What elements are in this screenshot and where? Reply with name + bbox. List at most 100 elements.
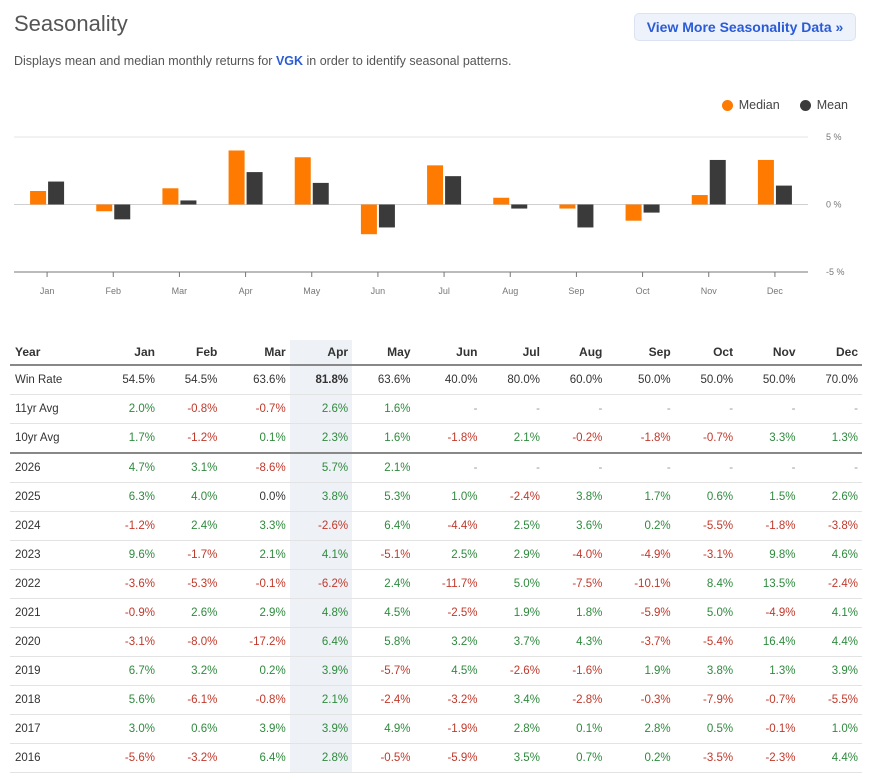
legend-median-label: Median xyxy=(738,98,780,112)
table-cell: -1.9% xyxy=(414,714,482,744)
table-cell: 1.3% xyxy=(799,423,862,454)
table-cell: - xyxy=(737,394,800,424)
column-header-mar: Mar xyxy=(221,340,290,366)
table-cell: 3.0% xyxy=(96,714,159,744)
median-bar xyxy=(625,204,642,221)
table-row: 2016 -5.6% -3.2% 6.4% 2.8% -0.5% -5.9% 3.5% 0.7%… xyxy=(10,743,862,773)
page-title: Seasonality xyxy=(14,11,128,36)
table-cell: 1.9% xyxy=(606,656,675,686)
column-header-feb: Feb xyxy=(158,340,222,366)
table-cell: - xyxy=(543,394,607,424)
table-cell: -0.8% xyxy=(221,685,290,715)
table-cell: -5.4% xyxy=(674,627,738,657)
legend-mean[interactable]: Mean xyxy=(799,98,848,112)
table-cell: 1.9% xyxy=(481,598,544,628)
table-cell: -2.5% xyxy=(414,598,482,628)
column-header-jul: Jul xyxy=(481,340,544,366)
x-tick-label: Nov xyxy=(701,286,718,296)
table-cell: -2.4% xyxy=(799,569,862,599)
table-cell: 6.4% xyxy=(221,743,290,773)
chart-legend: Median Mean xyxy=(721,98,848,112)
table-row: 2020 -3.1% -8.0% -17.2% 6.4% 5.8% 3.2% 3.7% 4.3%… xyxy=(10,627,862,657)
table-cell: -0.9% xyxy=(96,598,159,628)
table-cell: -8.0% xyxy=(158,627,222,657)
table-cell: 63.6% xyxy=(221,365,290,395)
table-cell: 3.5% xyxy=(481,743,544,773)
table-cell: 1.3% xyxy=(737,656,800,686)
table-cell: 5.8% xyxy=(352,627,415,657)
table-cell: -5.5% xyxy=(799,685,862,715)
table-cell: 3.8% xyxy=(289,482,353,512)
table-cell: 4.6% xyxy=(799,540,862,570)
table-cell: -3.8% xyxy=(799,511,862,541)
table-cell: 3.6% xyxy=(543,511,607,541)
table-cell: 5.0% xyxy=(674,598,738,628)
table-cell: -5.5% xyxy=(674,511,738,541)
median-bar xyxy=(294,157,311,205)
table-cell: 5.6% xyxy=(96,685,159,715)
table-cell: -0.3% xyxy=(606,685,675,715)
table-cell: -7.5% xyxy=(543,569,607,599)
table-cell: 3.2% xyxy=(158,656,222,686)
column-header-dec: Dec xyxy=(799,340,862,366)
table-cell: 0.1% xyxy=(543,714,607,744)
table-cell: 63.6% xyxy=(352,365,415,395)
ticker-link[interactable]: VGK xyxy=(275,54,304,68)
table-cell: -2.6% xyxy=(481,656,544,686)
column-header-may: May xyxy=(352,340,415,366)
table-cell: -3.6% xyxy=(96,569,159,599)
table-cell: 16.4% xyxy=(737,627,800,657)
table-cell: 0.7% xyxy=(543,743,607,773)
table-cell: 1.8% xyxy=(543,598,607,628)
mean-bar xyxy=(511,204,528,209)
table-cell: 0.5% xyxy=(674,714,738,744)
table-cell: -17.2% xyxy=(221,627,290,657)
table-cell: -5.3% xyxy=(158,569,222,599)
table-cell: 3.2% xyxy=(414,627,482,657)
table-cell: 3.3% xyxy=(221,511,290,541)
table-cell: 2.9% xyxy=(221,598,290,628)
x-tick-label: May xyxy=(303,286,321,296)
table-cell: -0.2% xyxy=(543,423,607,454)
x-tick-label: Feb xyxy=(105,286,121,296)
median-bar xyxy=(559,204,576,209)
table-cell: - xyxy=(481,453,544,483)
subtitle: Displays mean and median monthly returns… xyxy=(14,54,512,68)
table-cell: 1.0% xyxy=(414,482,482,512)
mean-bar xyxy=(114,204,131,220)
table-cell: 3.9% xyxy=(799,656,862,686)
view-more-seasonality-button[interactable]: View More Seasonality Data » xyxy=(634,13,856,41)
table-cell: -0.7% xyxy=(221,394,290,424)
table-cell: 4.0% xyxy=(158,482,222,512)
table-cell: 5.7% xyxy=(289,453,353,483)
table-cell: 2.6% xyxy=(289,394,353,424)
legend-median[interactable]: Median xyxy=(721,98,780,112)
table-cell: 0.6% xyxy=(674,482,738,512)
table-cell: 54.5% xyxy=(96,365,159,395)
median-bar xyxy=(162,188,179,205)
table-cell: -2.4% xyxy=(481,482,544,512)
table-cell: -3.2% xyxy=(158,743,222,773)
table-cell: -0.1% xyxy=(737,714,800,744)
y-tick-label: 0 % xyxy=(826,200,842,210)
x-tick-label: Oct xyxy=(636,286,651,296)
table-header-row: Year Jan Feb Mar Apr May Jun Jul Aug Sep Oct Nov Dec xyxy=(10,340,862,366)
row-label: 2018 xyxy=(10,685,97,715)
median-bar xyxy=(427,165,444,205)
table-cell: - xyxy=(737,453,800,483)
table-cell: -3.1% xyxy=(96,627,159,657)
table-cell: -0.5% xyxy=(352,743,415,773)
row-label: 2026 xyxy=(10,453,97,483)
table-cell: 3.1% xyxy=(158,453,222,483)
table-cell: 60.0% xyxy=(543,365,607,395)
table-cell: 1.0% xyxy=(799,714,862,744)
mean-bar xyxy=(312,182,329,205)
column-header-jun: Jun xyxy=(414,340,482,366)
table-cell: 80.0% xyxy=(481,365,544,395)
table-row: 2018 5.6% -6.1% -0.8% 2.1% -2.4% -3.2% 3.4% -2.8… xyxy=(10,685,862,715)
mean-bar xyxy=(48,181,65,205)
table-cell: -5.1% xyxy=(352,540,415,570)
table-cell: 4.9% xyxy=(352,714,415,744)
row-label: 2025 xyxy=(10,482,97,512)
table-cell: 81.8% xyxy=(289,365,353,395)
